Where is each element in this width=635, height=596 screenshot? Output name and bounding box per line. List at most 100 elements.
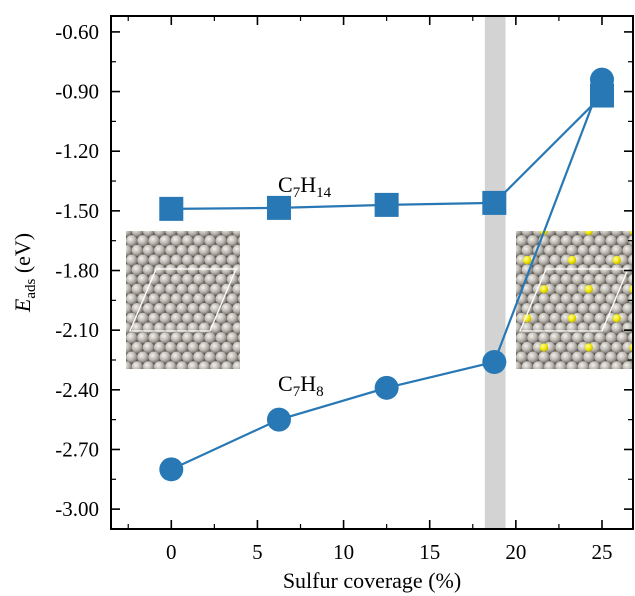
surface-atom xyxy=(583,371,594,382)
surface-atom xyxy=(594,371,605,382)
surface-atom xyxy=(126,283,132,295)
surface-atom xyxy=(516,216,527,227)
surface-atom xyxy=(549,293,561,305)
surface-atom xyxy=(628,254,632,266)
surface-atom xyxy=(176,231,188,237)
surface-atom xyxy=(226,293,238,305)
surface-atom xyxy=(600,244,612,256)
surface-atom xyxy=(249,235,260,246)
sulfur-atom xyxy=(539,285,549,294)
surface-atom xyxy=(126,361,132,369)
surface-atom xyxy=(165,361,177,369)
surface-atom xyxy=(505,216,516,227)
sulfur-atom xyxy=(629,343,632,352)
series-label-c7h8-main: C xyxy=(278,371,293,396)
surface-atom xyxy=(126,341,132,353)
surface-atom xyxy=(187,231,199,237)
surface-atom xyxy=(516,244,522,256)
surface-atom xyxy=(176,322,188,334)
surface-atom xyxy=(605,273,617,286)
series-label-c7h14: C7H14 xyxy=(278,172,332,201)
surface-atom xyxy=(605,351,617,363)
surface-atom xyxy=(187,322,199,334)
surface-atom xyxy=(154,283,166,295)
surface-atom xyxy=(549,332,561,344)
surface-atom xyxy=(232,303,240,315)
surface-atom xyxy=(516,351,528,363)
surface-atom xyxy=(555,361,567,369)
surface-atom xyxy=(221,322,233,334)
surface-atom xyxy=(131,283,143,295)
surface-atom xyxy=(516,322,522,334)
surface-atom xyxy=(622,244,632,256)
surface-atom xyxy=(249,332,260,343)
surface-atom xyxy=(126,332,138,344)
surface-atom xyxy=(572,351,584,363)
surface-atom xyxy=(594,332,606,344)
surface-atom xyxy=(505,235,516,246)
surface-atom xyxy=(126,303,132,315)
surface-atom xyxy=(232,231,240,237)
surface-atom xyxy=(193,216,204,227)
y-tick-label: -2.10 xyxy=(55,318,99,342)
surface-atom xyxy=(170,332,182,344)
surface-atom xyxy=(622,361,632,369)
surface-atom xyxy=(198,303,210,315)
surface-atom xyxy=(227,216,238,227)
inset-surfaces xyxy=(115,216,632,382)
surface-atom xyxy=(238,314,240,323)
surface-atom xyxy=(131,341,143,353)
surface-atom xyxy=(238,371,249,382)
surface-atom xyxy=(198,244,210,256)
surface-atom xyxy=(232,244,240,256)
surface-atom xyxy=(505,352,516,363)
sulfur-atom xyxy=(539,343,549,352)
surface-atom xyxy=(505,332,516,343)
surface-atom xyxy=(249,216,260,227)
surface-atom xyxy=(170,293,182,305)
surface-atom xyxy=(204,254,216,266)
axis-ticks xyxy=(111,16,633,529)
surface-atom xyxy=(137,371,148,382)
surface-atom xyxy=(142,303,154,315)
surface-atom xyxy=(142,264,154,276)
surface-atom xyxy=(126,273,138,286)
surface-atom xyxy=(600,361,612,369)
surface-atom xyxy=(182,351,194,363)
surface-atom xyxy=(600,341,612,353)
surface-atom xyxy=(131,361,143,369)
sulfur-atom xyxy=(584,285,593,294)
series-line xyxy=(171,94,603,210)
surface-atom xyxy=(606,371,617,382)
surface-atom xyxy=(521,283,533,295)
surface-atom xyxy=(193,312,205,324)
surface-atom xyxy=(244,245,255,256)
surface-atom xyxy=(549,312,561,324)
surface-atom xyxy=(532,264,545,276)
surface-atom xyxy=(628,312,632,324)
x-tick-label: 20 xyxy=(505,540,526,564)
surface-atom xyxy=(221,231,233,237)
surface-atom xyxy=(154,361,166,369)
surface-atom xyxy=(611,361,623,369)
surface-atom xyxy=(115,274,126,285)
surface-atom xyxy=(215,332,227,344)
surface-atom xyxy=(160,371,171,382)
surface-atom xyxy=(532,322,545,334)
surface-atom xyxy=(538,332,550,344)
surface-atom xyxy=(193,273,205,286)
data-point-square xyxy=(159,196,184,221)
surface-atom xyxy=(170,254,182,266)
x-tick-label: 25 xyxy=(591,540,612,564)
surface-atom xyxy=(238,275,240,284)
y-axis-title-main: E xyxy=(10,298,35,313)
surface-atom xyxy=(137,216,148,227)
surface-atom xyxy=(566,341,578,353)
x-tick-label: 15 xyxy=(419,540,440,564)
plot-frame xyxy=(110,15,634,530)
sulfur-atom xyxy=(584,231,593,236)
surface-atom xyxy=(588,361,600,369)
surface-atom xyxy=(226,351,238,363)
sulfur-atom xyxy=(523,255,532,265)
sulfur-atom xyxy=(584,343,593,352)
